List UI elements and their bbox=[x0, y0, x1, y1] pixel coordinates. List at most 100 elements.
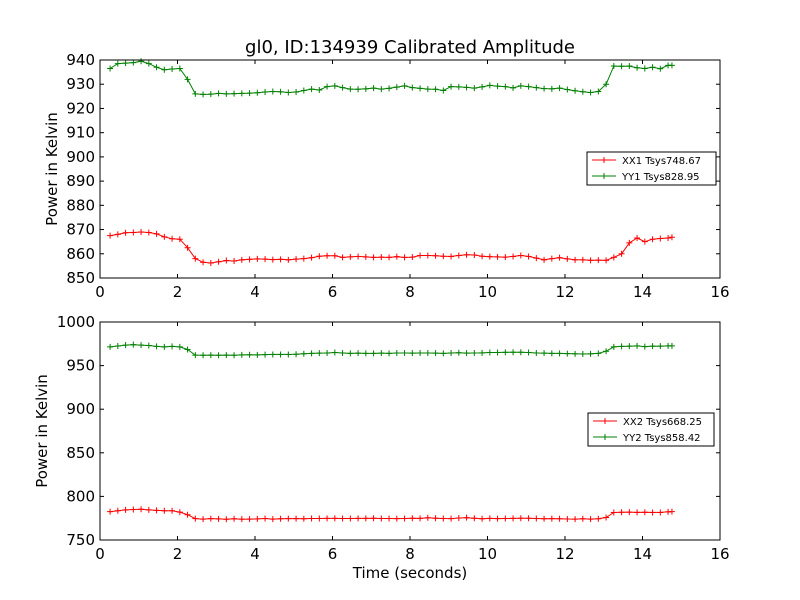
x-tick-label: 2 bbox=[173, 545, 183, 563]
data-point-marker bbox=[417, 515, 424, 522]
data-point-marker bbox=[409, 254, 416, 261]
data-point-marker bbox=[603, 257, 610, 264]
data-point-marker bbox=[370, 515, 377, 522]
data-point-marker bbox=[486, 253, 493, 260]
x-tick-label: 8 bbox=[405, 545, 415, 563]
data-point-marker bbox=[285, 515, 292, 522]
data-point-marker bbox=[587, 257, 594, 264]
data-point-marker bbox=[370, 254, 377, 261]
legend-entry: XX2 Tsys668.25 bbox=[623, 417, 702, 428]
data-point-marker bbox=[533, 84, 540, 91]
data-point-marker bbox=[238, 90, 245, 97]
x-tick-label: 10 bbox=[478, 283, 497, 301]
data-point-marker bbox=[517, 252, 524, 259]
data-point-marker bbox=[324, 83, 331, 90]
data-point-marker bbox=[176, 65, 183, 72]
data-point-marker bbox=[595, 350, 602, 357]
data-point-marker bbox=[362, 515, 369, 522]
data-point-marker bbox=[440, 253, 447, 260]
data-point-marker bbox=[517, 515, 524, 522]
data-point-marker bbox=[587, 89, 594, 96]
data-point-marker bbox=[603, 514, 610, 521]
charts-container: 0 2 4 6 8 10 12 14 16850860870880890900910920930… bbox=[33, 51, 730, 582]
data-point-marker bbox=[556, 85, 563, 92]
data-point-marker bbox=[409, 84, 416, 91]
y-tick-label: 900 bbox=[66, 400, 95, 418]
data-point-marker bbox=[649, 343, 656, 350]
data-point-marker bbox=[471, 515, 478, 522]
x-tick-label: 0 bbox=[95, 545, 105, 563]
data-point-marker bbox=[424, 86, 431, 93]
data-point-marker bbox=[455, 349, 462, 356]
data-point-marker bbox=[641, 343, 648, 350]
data-point-marker bbox=[564, 255, 571, 262]
data-point-marker bbox=[130, 341, 137, 348]
data-point-marker bbox=[145, 342, 152, 349]
data-point-marker bbox=[479, 253, 486, 260]
data-point-marker bbox=[541, 256, 548, 263]
series-line bbox=[109, 60, 672, 95]
data-point-marker bbox=[215, 90, 222, 97]
data-point-marker bbox=[285, 256, 292, 263]
data-point-marker bbox=[641, 65, 648, 72]
data-point-marker bbox=[122, 60, 129, 67]
data-point-marker bbox=[463, 84, 470, 91]
data-point-marker bbox=[161, 507, 168, 514]
y-axis-label: Power in Kelvin bbox=[33, 374, 51, 488]
data-point-marker bbox=[153, 64, 160, 71]
data-point-marker bbox=[556, 515, 563, 522]
data-point-marker bbox=[618, 509, 625, 516]
data-point-marker bbox=[324, 515, 331, 522]
data-point-marker bbox=[269, 351, 276, 358]
data-point-marker bbox=[448, 83, 455, 90]
y-tick-label: 750 bbox=[66, 531, 95, 549]
data-point-marker bbox=[262, 88, 269, 95]
data-point-marker bbox=[145, 506, 152, 513]
y-axis-label: Power in Kelvin bbox=[43, 112, 61, 226]
data-point-marker bbox=[668, 342, 675, 349]
data-point-marker bbox=[572, 256, 579, 263]
data-point-marker bbox=[494, 349, 501, 356]
data-point-marker bbox=[572, 516, 579, 523]
data-point-marker bbox=[169, 235, 176, 242]
y-tick-label: 910 bbox=[66, 124, 95, 142]
data-point-marker bbox=[169, 507, 176, 514]
data-point-marker bbox=[269, 256, 276, 263]
data-point-marker bbox=[192, 90, 199, 97]
data-point-marker bbox=[432, 515, 439, 522]
data-point-marker bbox=[494, 253, 501, 260]
data-point-marker bbox=[138, 506, 145, 513]
data-point-marker bbox=[184, 346, 191, 353]
data-point-marker bbox=[634, 509, 641, 516]
data-point-marker bbox=[471, 85, 478, 92]
data-point-marker bbox=[107, 65, 114, 72]
data-point-marker bbox=[657, 235, 664, 242]
data-point-marker bbox=[122, 229, 129, 236]
data-point-marker bbox=[657, 65, 664, 72]
data-point-marker bbox=[564, 86, 571, 93]
legend-box bbox=[587, 412, 715, 447]
data-point-marker bbox=[657, 509, 664, 516]
data-point-marker bbox=[192, 255, 199, 262]
data-point-marker bbox=[556, 254, 563, 261]
data-point-marker bbox=[169, 343, 176, 350]
data-point-marker bbox=[184, 76, 191, 83]
data-point-marker bbox=[316, 515, 323, 522]
data-point-marker bbox=[122, 342, 129, 349]
data-point-marker bbox=[254, 89, 261, 96]
data-point-marker bbox=[308, 515, 315, 522]
data-point-marker bbox=[331, 515, 338, 522]
x-tick-label: 14 bbox=[633, 545, 652, 563]
data-point-marker bbox=[231, 90, 238, 97]
data-point-marker bbox=[455, 515, 462, 522]
data-point-marker bbox=[548, 515, 555, 522]
data-point-marker bbox=[378, 515, 385, 522]
data-point-marker bbox=[579, 256, 586, 263]
series-1 bbox=[107, 228, 675, 266]
legend: XX2 Tsys668.25 YY2 Tsys858.42 bbox=[587, 412, 715, 447]
data-point-marker bbox=[161, 343, 168, 350]
data-point-marker bbox=[668, 508, 675, 515]
data-point-marker bbox=[331, 252, 338, 259]
data-point-marker bbox=[277, 256, 284, 263]
data-point-marker bbox=[525, 515, 532, 522]
